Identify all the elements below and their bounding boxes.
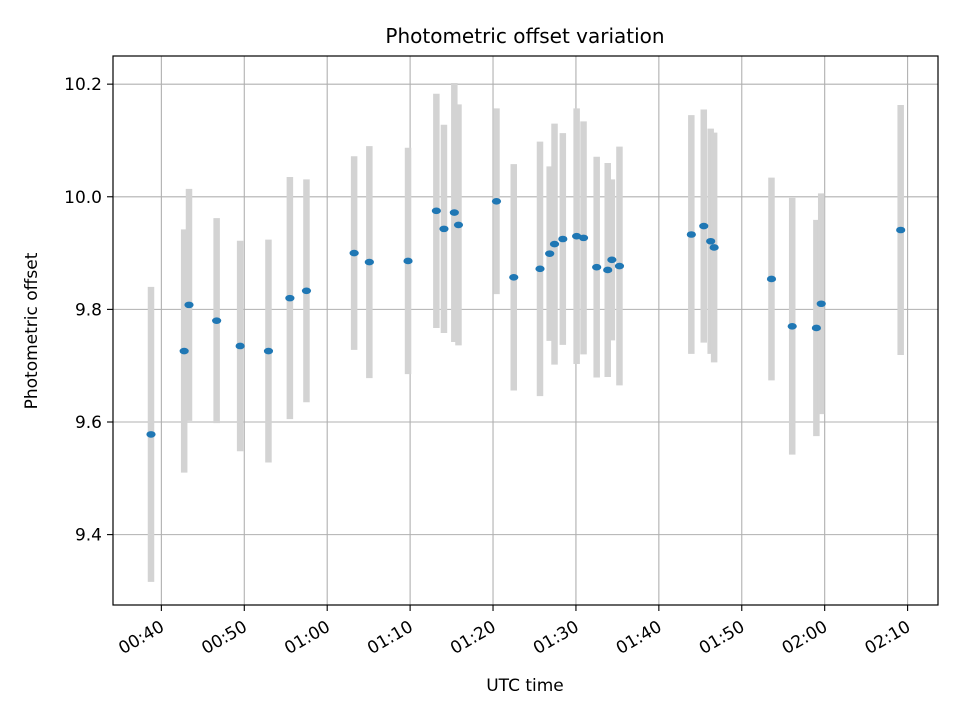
data-point xyxy=(509,273,519,281)
data-point xyxy=(545,250,555,257)
data-point xyxy=(439,225,449,233)
data-point xyxy=(285,294,295,302)
data-point xyxy=(607,256,617,264)
y-axis-ticks: 9.4 9.6 9.8 10.0 10.2 xyxy=(64,75,113,546)
data-point xyxy=(184,301,194,309)
grid-lines xyxy=(113,56,938,605)
data-point xyxy=(699,222,709,230)
data-point xyxy=(816,300,826,308)
data-point xyxy=(603,266,613,274)
data-point xyxy=(349,249,359,257)
data-points xyxy=(146,197,906,438)
data-point xyxy=(549,240,560,248)
y-tick-label: 10.0 xyxy=(64,188,102,208)
data-point xyxy=(896,226,906,234)
y-axis-label: Photometric offset xyxy=(22,252,42,409)
data-point xyxy=(709,244,719,251)
data-point xyxy=(578,234,589,242)
data-point xyxy=(146,431,156,438)
data-point xyxy=(787,322,797,330)
data-point xyxy=(212,317,222,324)
data-point xyxy=(431,207,441,215)
data-point xyxy=(235,342,245,350)
y-tick-label: 9.6 xyxy=(75,413,102,433)
y-tick-label: 9.4 xyxy=(75,526,102,546)
data-point xyxy=(811,324,821,332)
data-point xyxy=(706,237,716,245)
data-point xyxy=(403,257,413,265)
data-point xyxy=(301,287,312,295)
data-point xyxy=(535,265,545,273)
data-point xyxy=(592,263,602,271)
data-point xyxy=(614,262,625,270)
data-point xyxy=(766,275,777,283)
y-tick-label: 9.8 xyxy=(75,300,102,320)
y-tick-label: 10.2 xyxy=(64,75,102,95)
data-point xyxy=(453,221,464,229)
data-point xyxy=(449,209,459,216)
data-point xyxy=(491,197,502,205)
chart-title: Photometric offset variation xyxy=(385,24,664,48)
x-axis-label: UTC time xyxy=(486,676,564,696)
data-point xyxy=(686,231,696,238)
data-point xyxy=(263,347,274,355)
data-point xyxy=(179,347,189,355)
data-point xyxy=(572,232,582,240)
data-point xyxy=(558,235,568,243)
data-point xyxy=(364,258,374,266)
plot-frame xyxy=(112,55,939,606)
